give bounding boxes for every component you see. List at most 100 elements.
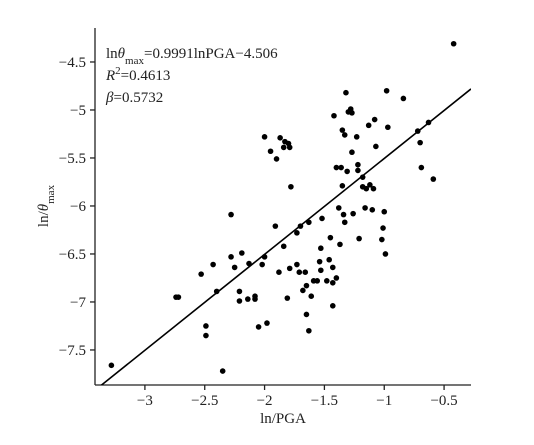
- point: [294, 261, 300, 268]
- x-tick-label: −1.5: [311, 393, 338, 409]
- point: [203, 332, 209, 339]
- point: [239, 250, 245, 256]
- point: [297, 223, 304, 229]
- point: [288, 183, 294, 190]
- text-part: =0.5732: [113, 90, 163, 106]
- x-tick-label: −0.5: [430, 393, 457, 409]
- point: [198, 271, 204, 277]
- text-part: =0.4613: [121, 68, 171, 84]
- point: [219, 368, 226, 374]
- point: [277, 135, 283, 141]
- text-part: max: [45, 184, 57, 203]
- point: [339, 183, 346, 189]
- point: [425, 119, 432, 126]
- point: [353, 134, 360, 140]
- point: [362, 205, 368, 211]
- point: [203, 323, 209, 329]
- y-tick-label: −6.5: [59, 247, 86, 263]
- point: [175, 294, 182, 300]
- point: [261, 254, 268, 260]
- point: [245, 296, 251, 302]
- point: [381, 208, 388, 215]
- point: [450, 40, 457, 47]
- text-part: R: [105, 68, 115, 84]
- point: [430, 176, 437, 182]
- text-part: =0.9991lnPGA−4.506: [144, 46, 278, 62]
- point: [343, 89, 349, 96]
- point: [210, 261, 216, 268]
- point: [369, 207, 376, 213]
- point: [329, 303, 336, 309]
- x-axis-label: ln/PGA: [260, 411, 306, 427]
- point: [327, 234, 334, 241]
- annotation: β=0.5732: [105, 90, 163, 106]
- point: [341, 219, 348, 226]
- point: [335, 205, 342, 211]
- point: [236, 298, 243, 304]
- point: [303, 282, 310, 289]
- point: [326, 256, 332, 263]
- point: [333, 164, 340, 171]
- text-part: θ: [118, 46, 126, 62]
- y-tick-label: −5.5: [59, 151, 86, 167]
- point: [365, 122, 372, 129]
- point: [294, 230, 300, 236]
- point: [246, 260, 252, 267]
- point: [314, 278, 321, 284]
- point: [329, 279, 336, 286]
- x-tick-label: −3: [137, 393, 153, 409]
- point: [280, 144, 287, 151]
- text-part: max: [125, 55, 144, 67]
- point: [296, 269, 303, 276]
- point: [337, 241, 343, 248]
- point: [276, 269, 282, 276]
- point: [355, 167, 361, 174]
- point: [417, 139, 423, 146]
- point: [333, 275, 340, 281]
- point: [355, 161, 361, 168]
- point: [228, 254, 234, 260]
- annotation: R2=0.4613: [105, 65, 170, 84]
- text-part: β: [105, 90, 114, 106]
- point: [418, 164, 425, 171]
- point: [371, 116, 378, 123]
- point: [382, 251, 389, 257]
- y-tick-label: −6: [70, 199, 86, 215]
- x-tick-label: −2.5: [191, 393, 218, 409]
- point: [359, 174, 366, 180]
- point: [323, 278, 330, 284]
- point: [252, 293, 258, 300]
- text-part: ln: [106, 46, 118, 62]
- point: [414, 128, 421, 134]
- point: [383, 87, 390, 94]
- text-part: ln/: [36, 210, 52, 227]
- point: [318, 267, 324, 274]
- point: [231, 264, 238, 271]
- point: [349, 110, 355, 116]
- point: [349, 149, 355, 156]
- point: [338, 164, 344, 171]
- y-tick-label: −4.5: [59, 55, 86, 71]
- point: [341, 132, 348, 138]
- point: [284, 295, 291, 301]
- point: [213, 288, 220, 295]
- point: [261, 134, 268, 140]
- point: [286, 144, 293, 151]
- point: [306, 219, 312, 226]
- x-tick-label: −2: [257, 393, 273, 409]
- y-axis-label: ln/θmax: [36, 184, 57, 227]
- point: [385, 124, 391, 131]
- point: [373, 143, 379, 150]
- point: [329, 264, 336, 271]
- point: [331, 112, 337, 119]
- fit-line: [100, 88, 471, 385]
- point: [367, 182, 373, 188]
- point: [228, 211, 234, 218]
- point: [308, 293, 315, 300]
- y-tick-label: −7.5: [59, 343, 86, 359]
- point: [344, 168, 350, 175]
- point: [259, 261, 265, 268]
- annotations: lnθmax=0.9991lnPGA−4.506 R2=0.4613 β=0.573…: [105, 46, 278, 106]
- x-tick-label: −1: [376, 393, 392, 409]
